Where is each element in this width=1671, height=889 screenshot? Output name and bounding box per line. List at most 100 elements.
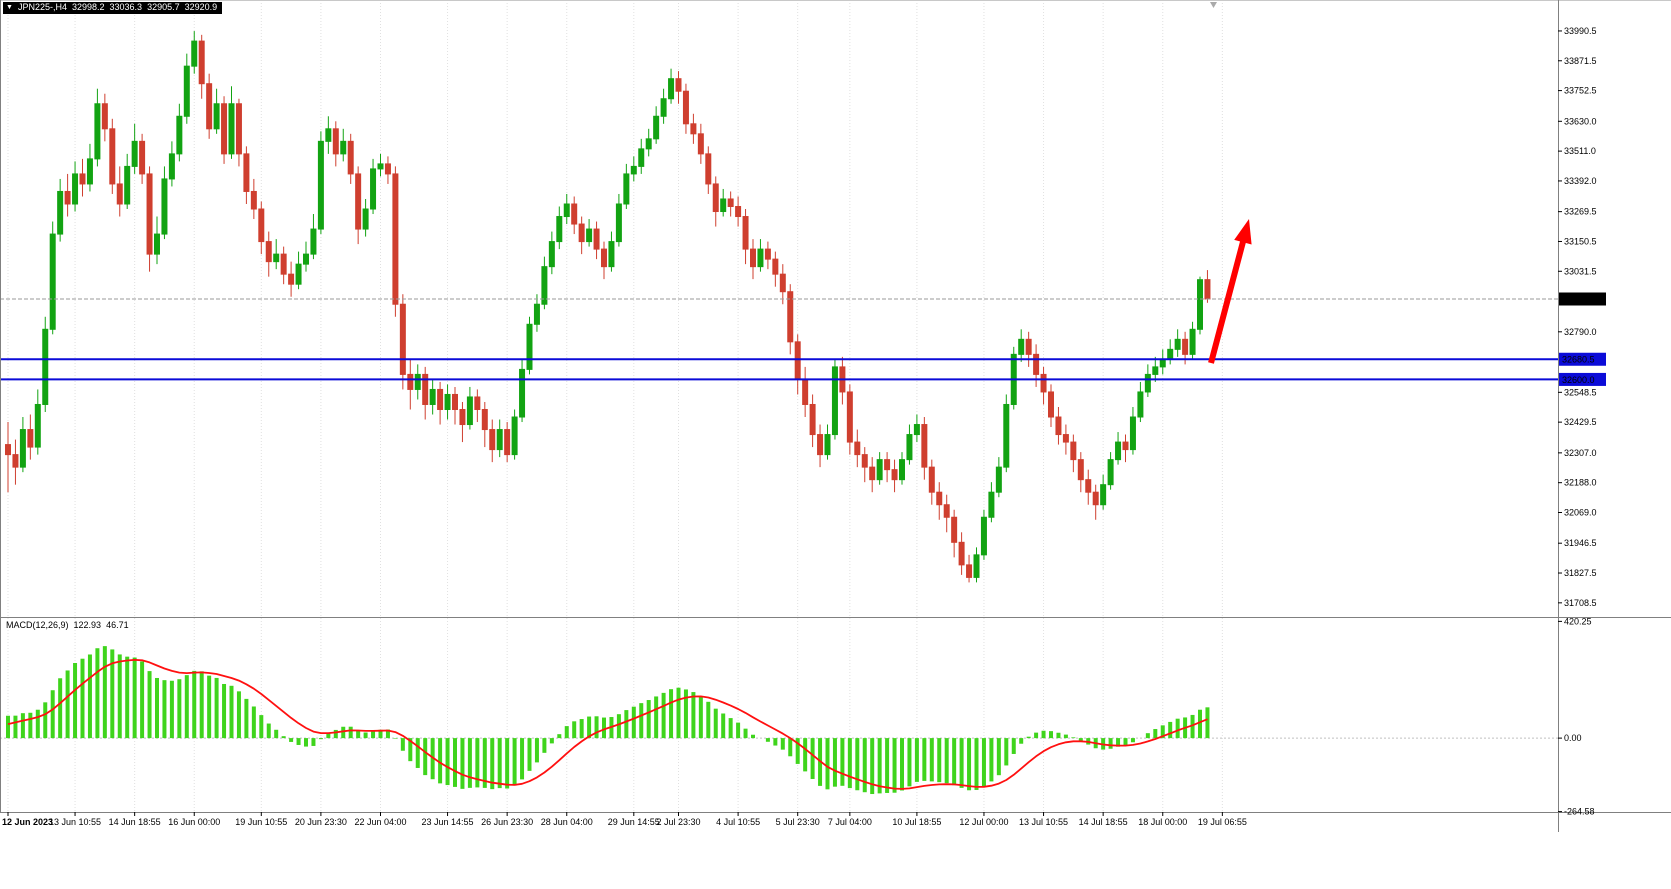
macd-histogram-bar bbox=[281, 736, 286, 739]
candle-body bbox=[27, 429, 34, 448]
macd-histogram-bar bbox=[825, 738, 830, 790]
candle-body bbox=[980, 516, 987, 556]
macd-name: MACD(12,26,9) bbox=[6, 620, 69, 630]
candle-body bbox=[340, 140, 347, 155]
candle-body bbox=[764, 248, 771, 260]
macd-histogram-bar bbox=[1004, 738, 1009, 766]
candle-body bbox=[571, 203, 578, 225]
candle-body bbox=[481, 408, 488, 431]
time-axis-label: 12 Jul 00:00 bbox=[959, 817, 1008, 827]
macd-histogram-bar bbox=[728, 718, 733, 739]
candle-body bbox=[288, 273, 295, 285]
price-axis-label: 33392.0 bbox=[1564, 176, 1597, 186]
macd-histogram-bar bbox=[1116, 738, 1121, 747]
candle-body bbox=[1077, 459, 1084, 481]
macd-histogram-bar bbox=[453, 738, 457, 787]
candle-body bbox=[504, 429, 511, 456]
current-price-label-box bbox=[1559, 292, 1606, 306]
candle-body bbox=[496, 429, 503, 451]
macd-histogram-bar bbox=[706, 701, 711, 739]
candle-body bbox=[124, 165, 131, 205]
macd-histogram-bar bbox=[162, 680, 167, 739]
macd-histogram-bar bbox=[80, 658, 85, 739]
candle-body bbox=[452, 393, 458, 410]
macd-histogram-bar bbox=[847, 738, 852, 789]
price-axis-label: 32548.5 bbox=[1564, 387, 1597, 397]
candle-body bbox=[1159, 358, 1166, 368]
macd-histogram-bar bbox=[58, 678, 63, 739]
macd-histogram-bar bbox=[900, 738, 904, 791]
macd-histogram-bar bbox=[602, 717, 606, 739]
macd-histogram bbox=[6, 646, 1210, 795]
macd-histogram-bar bbox=[557, 734, 562, 739]
macd-histogram-bar bbox=[564, 726, 569, 739]
price-axis-label: 33990.5 bbox=[1564, 26, 1597, 36]
macd-histogram-bar bbox=[490, 738, 495, 790]
candle-body bbox=[377, 163, 384, 170]
candle-body bbox=[1107, 459, 1114, 486]
macd-histogram-bar bbox=[251, 706, 256, 739]
candle-body bbox=[1048, 391, 1054, 418]
macd-histogram-bar bbox=[967, 738, 972, 791]
macd-histogram-bar bbox=[430, 738, 435, 780]
candle-body bbox=[1055, 416, 1062, 436]
candle-body bbox=[682, 90, 689, 125]
time-axis-label: 29 Jun 14:55 bbox=[608, 817, 660, 827]
macd-histogram-bar bbox=[423, 738, 428, 776]
macd-histogram-bar bbox=[751, 734, 755, 739]
macd-indicator-label: MACD(12,26,9) 122.93 46.71 bbox=[6, 620, 129, 630]
candle-body bbox=[936, 491, 943, 506]
time-axis-label: 28 Jun 04:00 bbox=[541, 817, 593, 827]
macd-histogram-bar bbox=[20, 713, 25, 739]
chart-dropdown-icon[interactable]: ▼ bbox=[6, 4, 13, 11]
macd-histogram-bar bbox=[981, 738, 986, 787]
macd-histogram-bar bbox=[698, 696, 703, 739]
macd-histogram-bar bbox=[892, 738, 897, 793]
candle-body bbox=[1100, 484, 1107, 506]
macd-histogram-bar bbox=[132, 657, 137, 739]
macd-signal-value: 46.71 bbox=[106, 620, 129, 630]
candle-body bbox=[757, 248, 764, 268]
time-axis-label: 14 Jul 18:55 bbox=[1079, 817, 1128, 827]
macd-histogram-bar bbox=[169, 680, 174, 739]
candle-body bbox=[690, 123, 697, 135]
candle-body bbox=[1062, 434, 1069, 443]
candle-body bbox=[869, 466, 876, 481]
candle-body bbox=[1197, 279, 1203, 330]
macd-histogram-bar bbox=[691, 692, 696, 739]
macd-histogram-bar bbox=[155, 677, 159, 739]
candle-body bbox=[794, 341, 801, 380]
candle-body bbox=[586, 228, 593, 243]
candle-body bbox=[474, 396, 481, 410]
macd-histogram-bar bbox=[393, 738, 398, 739]
candle-body bbox=[250, 190, 257, 210]
macd-histogram-bar bbox=[713, 708, 718, 739]
macd-histogram-bar bbox=[475, 738, 480, 788]
candle-body bbox=[727, 198, 734, 208]
macd-histogram-bar bbox=[371, 731, 376, 739]
candle-body bbox=[1144, 373, 1151, 393]
macd-histogram-bar bbox=[326, 732, 331, 739]
macd-histogram-bar bbox=[840, 738, 845, 786]
macd-histogram-bar bbox=[639, 703, 644, 739]
chart-open-value: 32998.2 bbox=[71, 2, 105, 12]
time-axis-label: 22 Jun 04:00 bbox=[354, 817, 406, 827]
macd-histogram-bar bbox=[937, 738, 942, 783]
candle-body bbox=[303, 253, 309, 265]
time-axis-label: 5 Jul 23:30 bbox=[776, 817, 820, 827]
candle-body bbox=[12, 454, 19, 468]
candle-body bbox=[101, 103, 108, 130]
macd-histogram-bar bbox=[438, 738, 443, 784]
candle-body bbox=[645, 138, 652, 150]
candle-body bbox=[742, 216, 749, 250]
candlesticks bbox=[5, 31, 1211, 583]
candle-body bbox=[362, 208, 369, 230]
macd-histogram-bar bbox=[1041, 730, 1046, 739]
macd-histogram-bar bbox=[87, 654, 92, 739]
macd-histogram-bar bbox=[274, 729, 279, 739]
trend-arrow-annotation[interactable] bbox=[1208, 219, 1252, 364]
price-axis-label: 33630.0 bbox=[1564, 116, 1597, 126]
candle-body bbox=[5, 444, 11, 456]
